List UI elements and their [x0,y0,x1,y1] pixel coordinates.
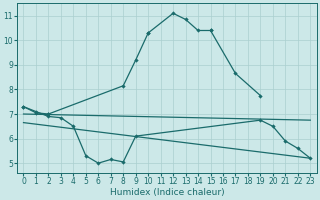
X-axis label: Humidex (Indice chaleur): Humidex (Indice chaleur) [109,188,224,197]
